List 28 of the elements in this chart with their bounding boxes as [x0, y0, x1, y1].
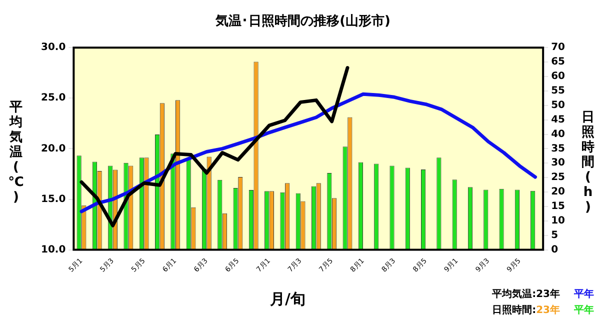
text: 23年 — [536, 289, 560, 300]
text: 23年 — [536, 305, 560, 316]
y2-tick-label: 20 — [551, 186, 566, 198]
y2-tick-label: 25 — [551, 172, 566, 184]
y2-tick-label: 15 — [551, 201, 566, 212]
y2-tick-label: 65 — [551, 56, 566, 68]
y-tick-label: 30.0 — [40, 42, 66, 54]
y2-tick-label: 45 — [551, 114, 566, 126]
y-axis-title: 平均気温(℃) — [8, 100, 24, 205]
y2-axis-title: 日照時間(h) — [580, 110, 596, 215]
y2-tick-label: 35 — [551, 143, 566, 154]
y-tick-label: 15.0 — [40, 194, 66, 205]
y2-tick-label: 30 — [551, 158, 566, 169]
y-tick-label: 20.0 — [40, 143, 66, 154]
text: 平年 — [574, 304, 594, 318]
text: 平年 — [574, 288, 594, 302]
y2-tick-label: 0 — [551, 244, 558, 256]
y2-tick-label: 70 — [551, 42, 566, 54]
y2-tick-label: 50 — [551, 100, 566, 111]
y2-tick-label: 10 — [551, 216, 566, 227]
y2-tick-label: 60 — [551, 71, 566, 82]
y2-tick-label: 55 — [551, 86, 566, 97]
x-axis-title: 月/旬 — [270, 290, 306, 309]
y-tick-label: 10.0 — [40, 244, 66, 256]
y2-tick-label: 5 — [551, 230, 558, 241]
y2-tick-label: 40 — [551, 128, 566, 140]
chart-title: 気温･日照時間の推移(山形市) — [214, 13, 390, 30]
y-tick-label: 25.0 — [40, 92, 66, 104]
